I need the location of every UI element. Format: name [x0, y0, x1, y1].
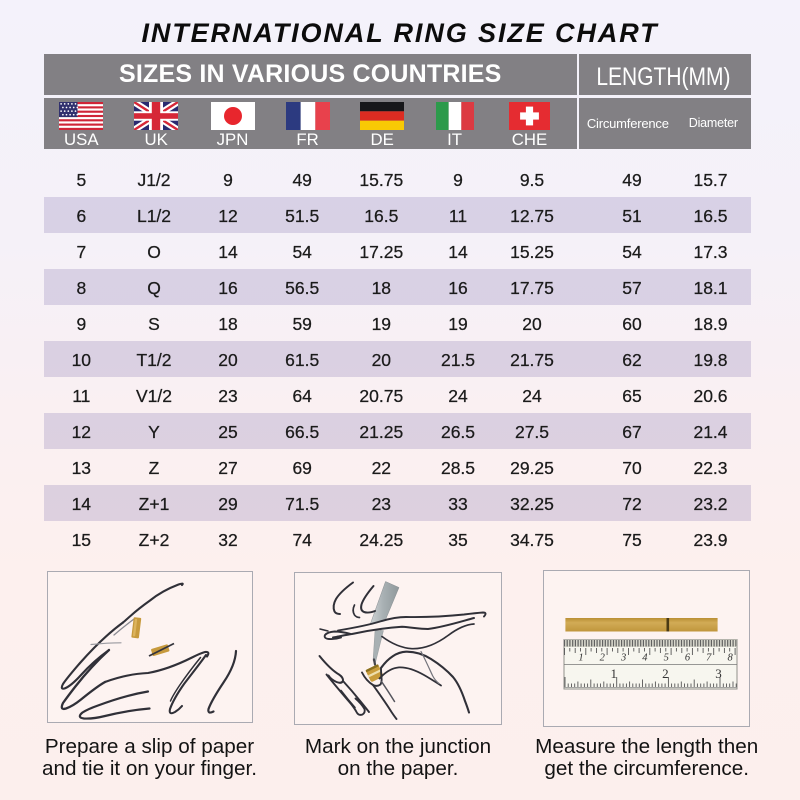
svg-text:2: 2: [600, 653, 606, 664]
svg-text:1: 1: [578, 653, 583, 664]
svg-text:4: 4: [642, 653, 648, 664]
svg-text:1: 1: [611, 666, 618, 681]
svg-text:8: 8: [727, 653, 733, 664]
svg-text:7: 7: [706, 653, 712, 664]
svg-text:3: 3: [620, 653, 626, 664]
svg-text:2: 2: [662, 666, 669, 681]
svg-text:3: 3: [715, 666, 722, 681]
svg-text:6: 6: [685, 653, 691, 664]
svg-text:5: 5: [664, 653, 669, 664]
